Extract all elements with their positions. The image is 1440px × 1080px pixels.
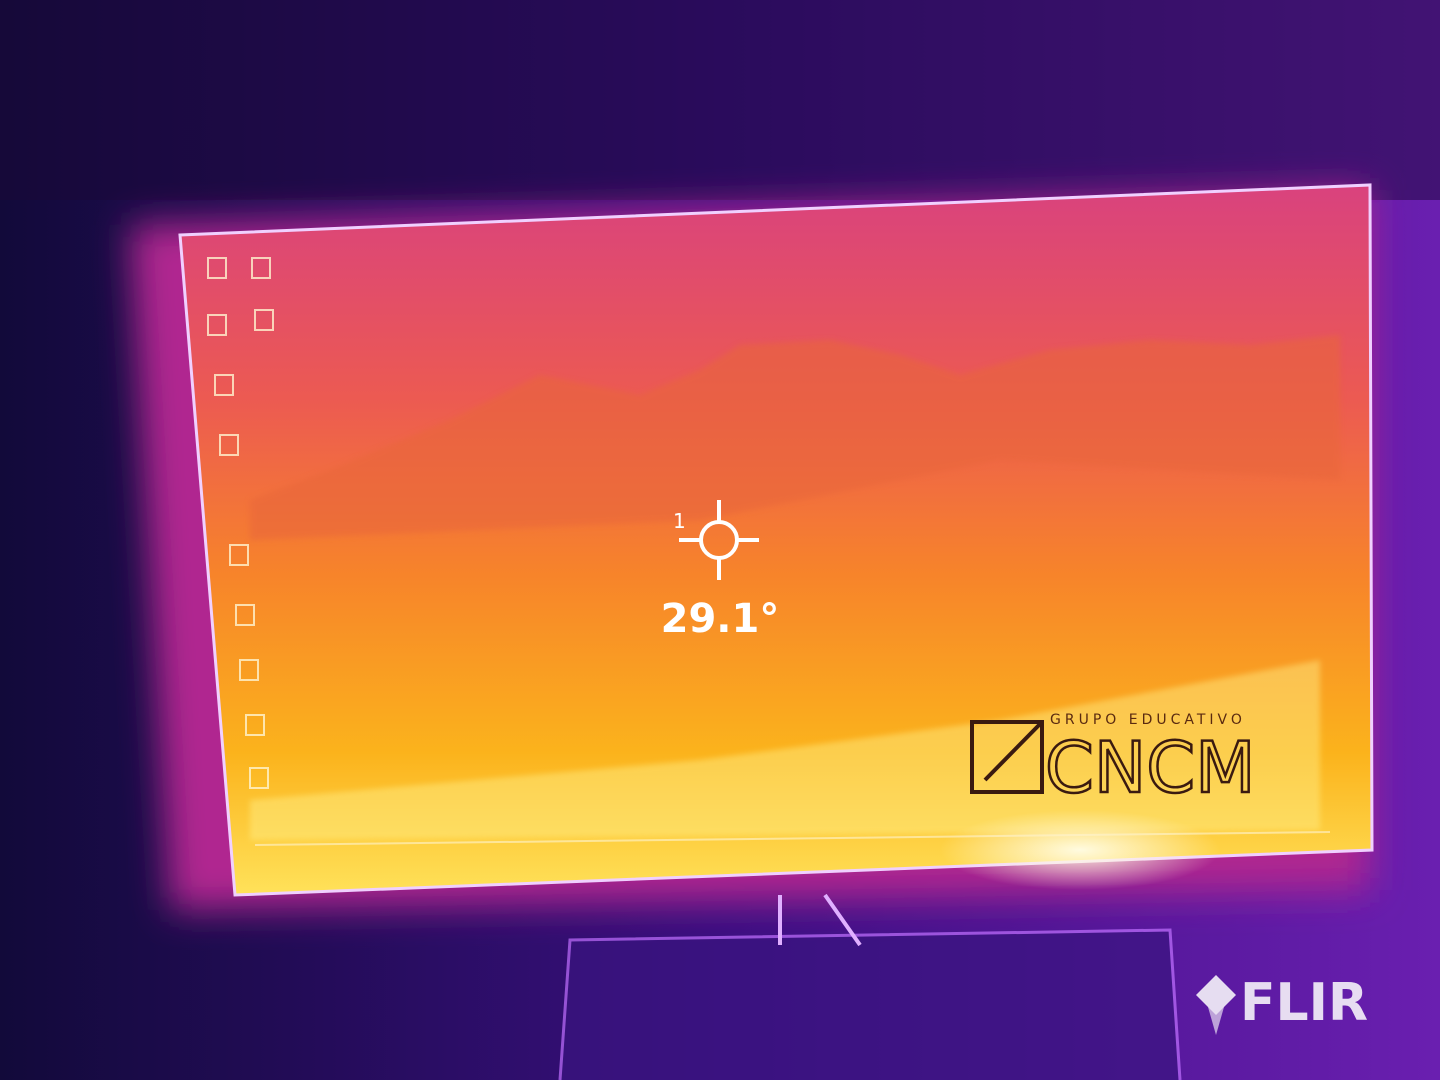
monitor-stand — [778, 893, 862, 947]
monitor-bezel — [178, 183, 1374, 897]
desk — [558, 928, 1182, 1080]
mountain — [250, 335, 1340, 540]
crosshair — [679, 500, 759, 580]
hot-spot — [940, 810, 1220, 890]
wall — [0, 0, 1440, 200]
temperature: 29.1° — [661, 596, 780, 642]
desktop-icons — [207, 257, 274, 789]
brand: FLIR — [1240, 973, 1368, 1033]
logo-mark — [970, 720, 1044, 794]
logo-name: CNCM — [1045, 727, 1256, 809]
flir-mark — [1196, 975, 1236, 1035]
taskbar — [254, 831, 1331, 846]
logo-subtitle: GRUPO EDUCATIVO — [1050, 712, 1246, 728]
spot-label: 1 — [673, 509, 686, 533]
meadow — [250, 660, 1320, 840]
